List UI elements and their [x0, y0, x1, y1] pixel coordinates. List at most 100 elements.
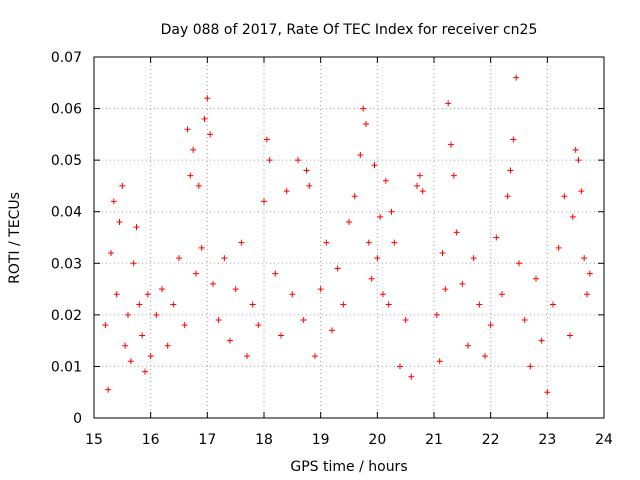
data-point: [193, 270, 199, 277]
data-point: [249, 301, 256, 308]
data-point: [470, 255, 477, 262]
data-point: [190, 146, 197, 153]
data-point: [136, 301, 143, 308]
data-point: [201, 115, 208, 122]
data-point: [227, 337, 233, 344]
chart-title: Day 088 of 2017, Rate Of TEC Index for r…: [161, 22, 538, 38]
data-point: [122, 342, 129, 349]
data-point: [586, 270, 593, 277]
data-point: [436, 358, 443, 365]
x-tick-label: 17: [198, 432, 216, 448]
data-point: [380, 291, 386, 298]
data-point: [207, 131, 214, 138]
y-tick-label: 0.07: [51, 50, 82, 66]
data-point: [147, 353, 154, 360]
x-tick-labels: 15 16 17 18 19 20 21 22 23 24: [85, 432, 613, 448]
y-tick-label: 0.05: [51, 153, 82, 169]
data-point: [433, 311, 440, 318]
data-point: [363, 121, 369, 128]
data-point: [144, 291, 151, 298]
data-point: [195, 182, 202, 189]
x-tick-label: 19: [312, 432, 330, 448]
data-point: [266, 157, 273, 164]
data-point: [244, 353, 250, 360]
data-point: [300, 317, 307, 324]
data-point: [575, 157, 582, 164]
y-tick-label: 0.02: [51, 308, 82, 324]
data-point: [567, 332, 573, 339]
data-point: [507, 167, 514, 174]
data-point: [329, 327, 335, 334]
data-point: [312, 353, 318, 360]
data-point: [445, 100, 452, 107]
data-point: [476, 301, 483, 308]
y-tick-labels: 0 0.01 0.02 0.03 0.04 0.05 0.06 0.07: [51, 50, 82, 427]
data-point: [170, 301, 177, 308]
data-point: [513, 74, 520, 81]
data-point: [232, 286, 239, 293]
data-point: [184, 126, 191, 133]
x-tick-label: 15: [85, 432, 103, 448]
data-point: [442, 286, 449, 293]
data-point: [334, 265, 341, 272]
data-point: [504, 193, 511, 200]
data-point: [450, 172, 457, 179]
data-point: [119, 182, 126, 189]
y-tick-label: 0.04: [51, 205, 82, 221]
data-point: [210, 280, 216, 287]
data-point: [538, 337, 545, 344]
data-point: [181, 322, 188, 329]
data-point: [448, 141, 454, 148]
axis-ticks: [93, 56, 605, 419]
data-point: [215, 317, 222, 324]
data-point: [371, 162, 378, 169]
data-point: [459, 280, 466, 287]
data-point: [130, 260, 137, 267]
data-point: [516, 260, 522, 267]
data-point: [453, 229, 460, 236]
data-point: [159, 286, 165, 293]
data-point: [419, 188, 426, 195]
data-point: [555, 244, 562, 251]
grid-lines: [94, 57, 604, 418]
data-point: [238, 239, 245, 246]
data-point: [198, 244, 205, 251]
data-point: [584, 291, 590, 298]
x-axis-label: GPS time / hours: [290, 459, 407, 475]
data-point: [357, 151, 364, 158]
data-point: [303, 167, 310, 174]
data-point: [340, 301, 347, 308]
data-point: [261, 198, 267, 205]
data-point: [263, 136, 270, 143]
data-point: [482, 353, 488, 360]
data-point: [125, 311, 131, 318]
data-point: [561, 193, 568, 200]
data-point: [527, 363, 534, 370]
x-tick-label: 23: [538, 432, 556, 448]
data-point: [374, 255, 381, 262]
data-point: [139, 332, 146, 339]
data-point: [295, 157, 301, 164]
data-point: [142, 368, 148, 375]
data-point: [113, 291, 120, 298]
data-point: [116, 219, 123, 226]
data-point: [351, 193, 358, 200]
data-point: [402, 317, 409, 324]
data-point: [581, 255, 588, 262]
data-points: [102, 74, 593, 396]
x-tick-label: 22: [482, 432, 500, 448]
data-point: [550, 301, 556, 308]
y-tick-label: 0.03: [51, 256, 82, 272]
data-point: [510, 136, 517, 143]
data-point: [204, 95, 211, 102]
data-point: [346, 219, 352, 226]
data-point: [102, 322, 109, 329]
data-point: [533, 275, 539, 282]
data-point: [572, 146, 579, 153]
data-point: [414, 182, 420, 189]
data-point: [416, 172, 423, 179]
data-point: [323, 239, 330, 246]
data-point: [569, 213, 576, 220]
data-point: [487, 322, 494, 329]
